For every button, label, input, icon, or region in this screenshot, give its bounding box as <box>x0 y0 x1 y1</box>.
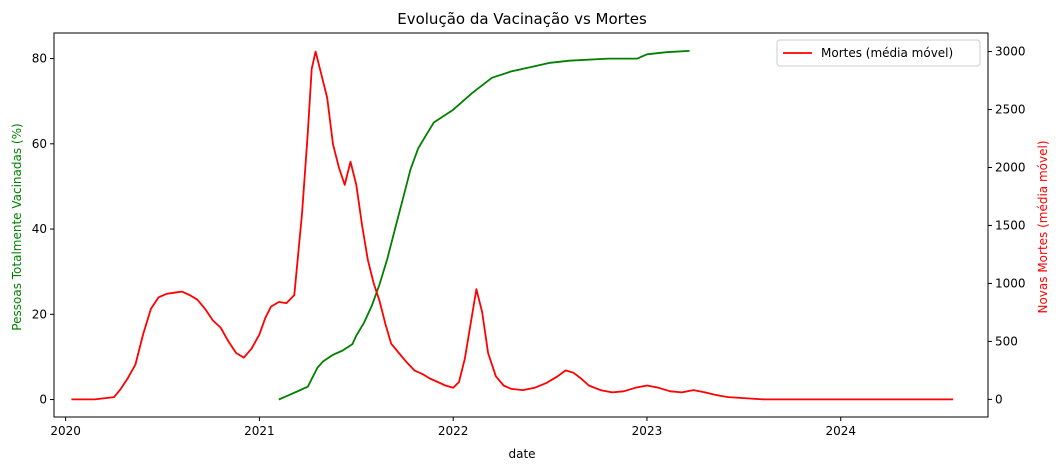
y-left-tick-label: 20 <box>32 307 47 321</box>
y-left-tick-label: 40 <box>32 222 47 236</box>
y-right-tick-label: 0 <box>995 392 1003 406</box>
series-line-mortes <box>71 50 954 401</box>
y-left-axis-label: Pessoas Totalmente Vacinadas (%) <box>10 123 24 330</box>
series-layer <box>71 50 954 401</box>
x-tick-label: 2020 <box>50 424 81 438</box>
y-right-tick-label: 1500 <box>995 218 1026 232</box>
chart-title: Evolução da Vacinação vs Mortes <box>397 10 647 28</box>
axis-ticks: 2020 2021 2022 2023 2024 0 20 40 60 80 0 500 1000 150… <box>32 45 1026 438</box>
y-right-tick-label: 2500 <box>995 103 1026 117</box>
x-tick-label: 2024 <box>825 424 856 438</box>
y-right-tick-label: 3000 <box>995 45 1026 59</box>
x-tick-label: 2022 <box>438 424 469 438</box>
legend-box <box>776 39 981 67</box>
legend-label-mortes: Mortes (média móvel) <box>821 46 953 60</box>
y-left-tick-label: 0 <box>39 393 47 407</box>
y-left-tick-label: 80 <box>32 52 47 66</box>
y-right-tick-label: 500 <box>995 334 1018 348</box>
y-left-tick-label: 60 <box>32 137 47 151</box>
x-tick-label: 2023 <box>632 424 663 438</box>
y-right-axis-label: Novas Mortes (média móvel) <box>1036 140 1050 313</box>
legend: Mortes (média móvel) <box>776 39 981 67</box>
x-tick-label: 2021 <box>244 424 275 438</box>
plot-frame <box>53 32 989 418</box>
x-axis-label: date <box>508 447 535 461</box>
series-line-vacinadas <box>278 50 690 401</box>
y-right-tick-label: 1000 <box>995 276 1026 290</box>
y-right-tick-label: 2000 <box>995 160 1026 174</box>
